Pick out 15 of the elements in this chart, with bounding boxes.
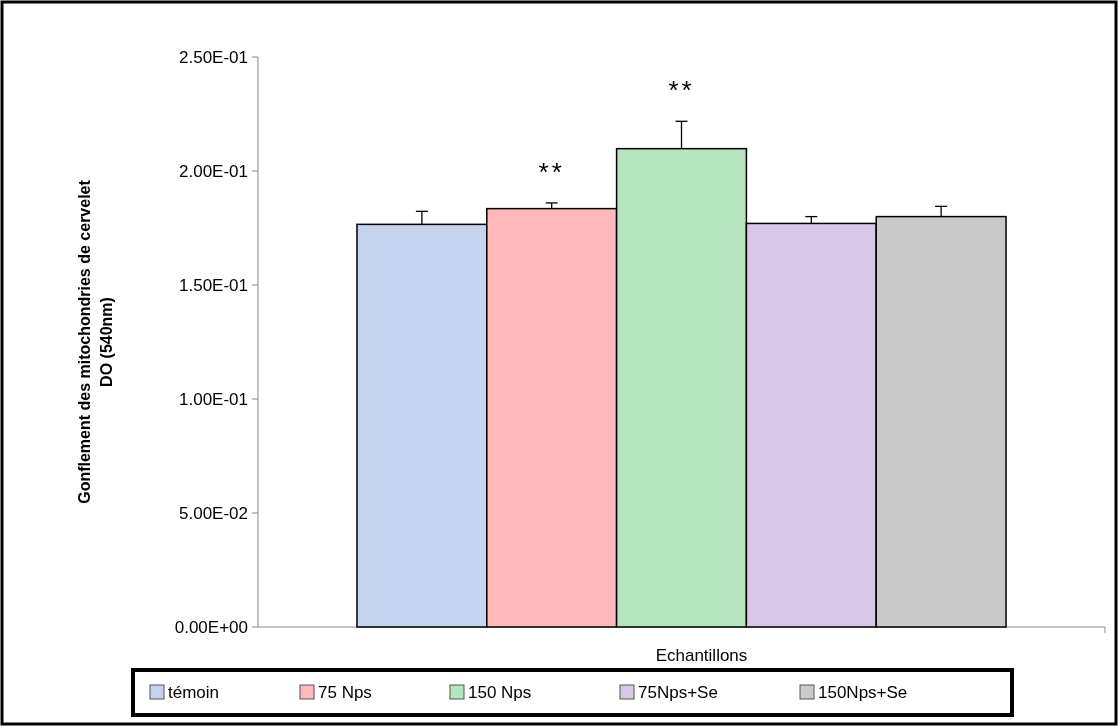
legend-label: 150 Nps [468, 682, 532, 702]
x-axis-title: Echantillons [655, 646, 748, 665]
legend-label: 75Nps+Se [638, 682, 718, 702]
y-tick-label: 0.00E+00 [174, 617, 248, 637]
y-tick-label: 2.00E-01 [179, 161, 248, 181]
y-tick-label: 5.00E-02 [179, 503, 248, 523]
annotation: ** [538, 156, 565, 187]
legend-label: 150Nps+Se [818, 682, 908, 702]
legend-label: 75 Nps [318, 682, 372, 702]
y-axis-title: Gonflement des mitochondries de cervelet DO (540nm) [76, 179, 115, 504]
y-tick-label: 1.50E-01 [179, 275, 248, 295]
y-tick-label: 1.00E-01 [179, 389, 248, 409]
y-tick-label: 2.50E-01 [179, 47, 248, 67]
annotation: ** [668, 75, 695, 106]
legend-label: témoin [168, 682, 220, 702]
